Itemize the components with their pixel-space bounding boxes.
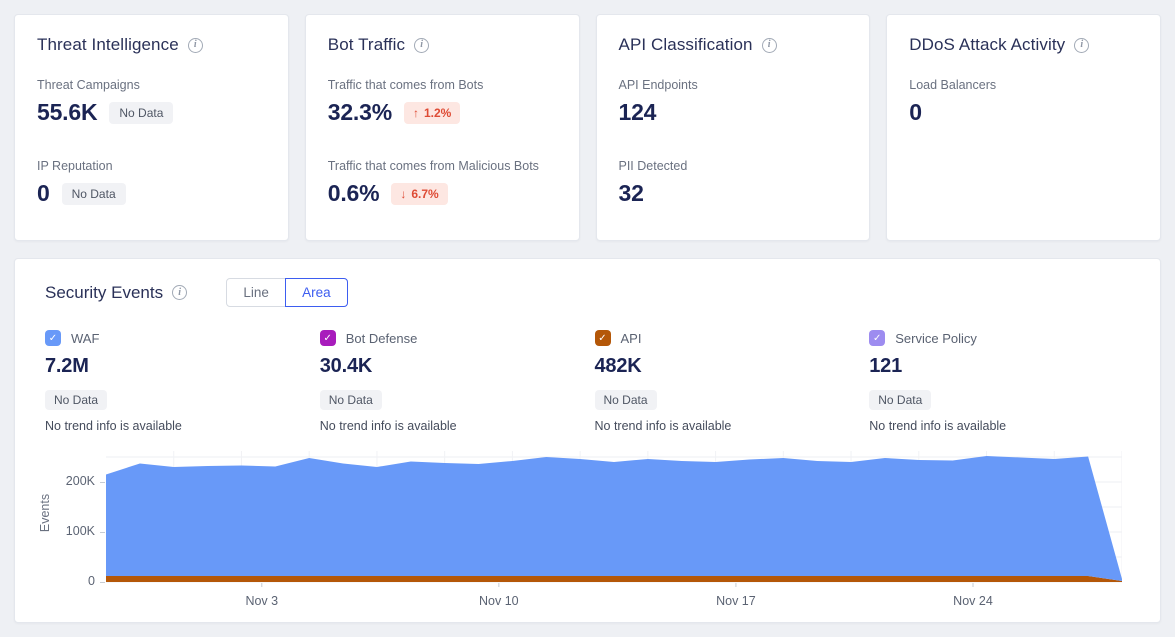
chart-type-toggle: Line Area [226, 278, 348, 307]
no-data-badge: No Data [45, 390, 108, 410]
metric-bot-traffic-pct: Traffic that comes from Bots 32.3% ↑ 1.2% [328, 78, 557, 126]
legend-item-waf: ✓ WAF 7.2M No Data No trend info is avai… [45, 330, 320, 433]
no-data-badge: No Data [869, 390, 932, 410]
legend-item-service-policy: ✓ Service Policy 121 No Data No trend in… [869, 330, 1144, 433]
y-axis-tick-label: 0 [88, 574, 95, 588]
trend-badge-up: ↑ 1.2% [403, 101, 461, 124]
no-data-badge: No Data [61, 182, 126, 205]
card-title: DDoS Attack Activity [909, 35, 1066, 54]
y-axis-tick-label: 200K [65, 474, 95, 488]
series-legend: ✓ WAF 7.2M No Data No trend info is avai… [31, 330, 1144, 433]
y-axis-tick-label: 100K [65, 524, 95, 538]
legend-value: 7.2M [45, 355, 89, 377]
info-icon[interactable]: i [1074, 37, 1090, 53]
area-chart-svg[interactable] [106, 451, 1122, 591]
metric-value: 32 [618, 180, 644, 206]
metric-value: 0 [909, 99, 922, 125]
metric-value: 32.3% [327, 99, 392, 125]
metric-malicious-bot-pct: Traffic that comes from Malicious Bots 0… [328, 159, 557, 207]
info-icon[interactable]: i [172, 285, 188, 300]
toggle-area-button[interactable]: Area [285, 278, 348, 307]
legend-item-api: ✓ API 482K No Data No trend info is avai… [594, 330, 870, 433]
area-series-waf [106, 456, 1122, 581]
x-axis-tick-label: Nov 3 [245, 594, 279, 608]
metric-label: Threat Campaigns [37, 78, 140, 92]
legend-value: 30.4K [319, 355, 373, 377]
no-data-badge: No Data [594, 390, 657, 410]
metric-label: PII Detected [618, 159, 688, 173]
legend-label: API [620, 330, 642, 346]
metric-label: Traffic that comes from Bots [327, 78, 484, 92]
arrow-up-icon: ↑ [412, 105, 419, 120]
trend-value: 1.2% [423, 105, 452, 120]
card-title: Threat Intelligence [37, 35, 179, 54]
stat-card-row: Threat Intelligence i Threat Campaigns 5… [14, 14, 1161, 241]
legend-value: 121 [869, 355, 903, 377]
security-events-title: Security Events [45, 282, 164, 302]
metric-ip-reputation: IP Reputation 0 No Data [37, 159, 266, 207]
trend-badge-down: ↓ 6.7% [391, 182, 448, 205]
card-security-events: Security Events i Line Area ✓ WAF 7.2M N… [14, 258, 1161, 623]
trend-value: 6.7% [411, 186, 439, 201]
metric-label: Load Balancers [909, 78, 997, 92]
metric-pii-detected: PII Detected 32 [619, 159, 848, 207]
card-title: Bot Traffic [327, 35, 406, 54]
legend-item-bot-defense: ✓ Bot Defense 30.4K No Data No trend inf… [319, 330, 595, 433]
waf-checkbox[interactable]: ✓ [45, 330, 61, 346]
security-events-chart[interactable]: Events Nov 3 Nov 10 Nov 17 Nov 24 0 100K 200K [31, 447, 1144, 613]
metric-value: 124 [618, 99, 657, 125]
metric-label: IP Reputation [37, 159, 113, 173]
metric-label: API Endpoints [618, 78, 698, 92]
card-bot-traffic: Bot Traffic i Traffic that comes from Bo… [304, 14, 580, 241]
y-axis-tick-mark [100, 582, 105, 583]
area-series-api [106, 576, 1122, 582]
info-icon[interactable]: i [761, 37, 777, 53]
info-icon[interactable]: i [187, 37, 203, 53]
trend-note: No trend info is available [45, 419, 182, 433]
metric-threat-campaigns: Threat Campaigns 55.6K No Data [37, 78, 266, 126]
card-threat-intelligence: Threat Intelligence i Threat Campaigns 5… [14, 14, 289, 241]
legend-label: WAF [71, 330, 100, 346]
bot-defense-checkbox[interactable]: ✓ [319, 330, 336, 346]
arrow-down-icon: ↓ [400, 186, 407, 201]
metric-api-endpoints: API Endpoints 124 [619, 78, 848, 126]
info-icon[interactable]: i [414, 37, 430, 53]
card-title: API Classification [618, 35, 753, 54]
card-ddos-attack-activity: DDoS Attack Activity i Load Balancers 0 [886, 14, 1161, 241]
metric-load-balancers: Load Balancers 0 [909, 78, 1138, 126]
legend-label: Bot Defense [345, 330, 418, 346]
trend-note: No trend info is available [319, 419, 457, 433]
y-axis-tick-mark [100, 482, 105, 483]
metric-value: 0.6% [327, 180, 380, 206]
trend-note: No trend info is available [594, 419, 732, 433]
card-api-classification: API Classification i API Endpoints 124 P… [595, 14, 871, 241]
toggle-line-button[interactable]: Line [226, 278, 287, 307]
api-checkbox[interactable]: ✓ [594, 330, 611, 346]
legend-value: 482K [594, 355, 642, 377]
no-data-badge: No Data [319, 390, 382, 410]
metric-label: Traffic that comes from Malicious Bots [327, 159, 539, 173]
service-policy-checkbox[interactable]: ✓ [869, 330, 886, 346]
x-axis-tick-label: Nov 10 [479, 594, 519, 608]
no-data-badge: No Data [109, 101, 174, 124]
legend-label: Service Policy [895, 330, 977, 346]
x-axis-tick-label: Nov 17 [716, 594, 756, 608]
trend-note: No trend info is available [869, 419, 1007, 433]
y-axis-tick-mark [100, 532, 105, 533]
metric-value: 0 [37, 180, 50, 206]
metric-value: 55.6K [37, 99, 98, 125]
x-axis-tick-label: Nov 24 [953, 594, 993, 608]
